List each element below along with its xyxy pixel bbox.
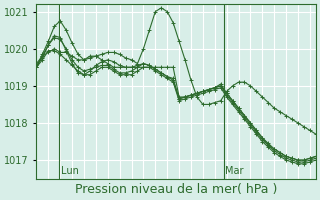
Text: Mar: Mar xyxy=(225,166,244,176)
X-axis label: Pression niveau de la mer( hPa ): Pression niveau de la mer( hPa ) xyxy=(75,183,277,196)
Text: Lun: Lun xyxy=(60,166,78,176)
